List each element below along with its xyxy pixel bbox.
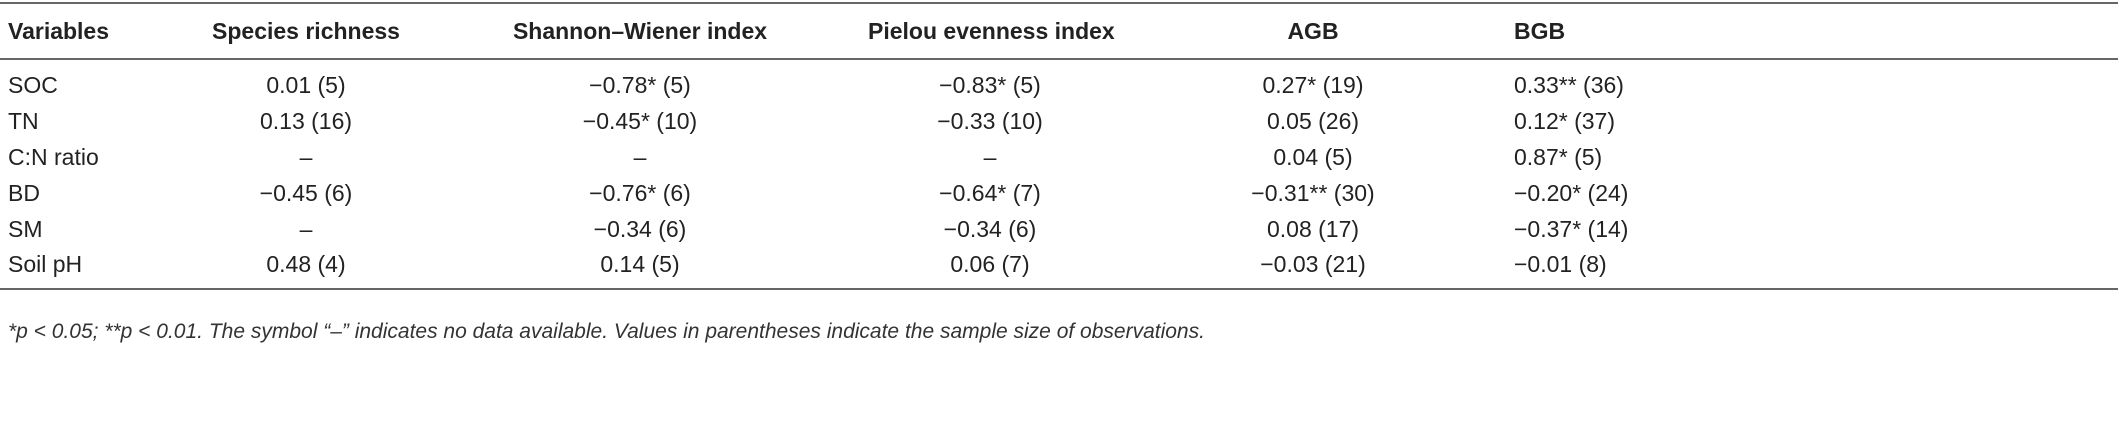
column-header: Pielou evenness index <box>868 17 1115 44</box>
table-row: SM – −0.34 (6) −0.34 (6) 0.08 (17) −0.37* (14… <box>0 211 2118 247</box>
data-table: Variables Species richness Shannon–Wiener … <box>0 2 2118 290</box>
table-cell: 0.06 (7) <box>950 251 1030 277</box>
table-cell: 0.05 (26) <box>1266 107 1360 134</box>
table-cell: −0.34 (6) <box>593 215 687 242</box>
footnote: *p < 0.05; **p < 0.01. The symbol “–” in… <box>8 320 1205 343</box>
table-cell: −0.31** (30) <box>1251 179 1375 206</box>
table-body: SOC 0.01 (5) −0.78* (5) −0.83* (5) 0.27* (19… <box>0 59 2118 289</box>
table-row: C:N ratio – – – 0.04 (5) 0.87* (5) <box>0 139 2118 175</box>
table-cell: −0.37* (14) <box>1514 215 1629 242</box>
table-cell: – <box>633 143 647 170</box>
table-cell: 0.33** (36) <box>1514 72 1624 98</box>
row-label: SM <box>8 215 43 242</box>
table-cell: −0.33 (10) <box>937 107 1043 134</box>
table-cell: – <box>299 215 313 242</box>
row-label: BD <box>8 179 40 206</box>
table-cell: 0.27* (19) <box>1262 72 1364 98</box>
table-cell: 0.13 (16) <box>259 107 353 134</box>
table-cell: −0.78* (5) <box>589 72 691 98</box>
table-row: BD −0.45 (6) −0.76* (6) −0.64* (7) −0.31** (… <box>0 175 2118 211</box>
row-label: TN <box>8 107 39 134</box>
table-cell: – <box>299 143 313 170</box>
table-cell: – <box>983 143 997 170</box>
column-header: BGB <box>1514 17 1566 44</box>
column-header: Shannon–Wiener index <box>512 17 768 44</box>
table-cell: −0.45* (10) <box>582 107 698 134</box>
row-label: SOC <box>8 72 58 98</box>
table-cell: −0.03 (21) <box>1260 251 1366 277</box>
column-header: Species richness <box>212 17 400 44</box>
table-cell: −0.01 (8) <box>1514 251 1607 277</box>
table-cell: −0.83* (5) <box>939 72 1041 98</box>
table-cell: 0.48 (4) <box>266 251 346 277</box>
table-cell: 0.87* (5) <box>1514 143 1603 170</box>
table-row: TN 0.13 (16) −0.45* (10) −0.33 (10) 0.05 (26… <box>0 103 2118 139</box>
header-row: Variables Species richness Shannon–Wiener … <box>0 3 2118 59</box>
table-cell: −0.45 (6) <box>259 179 353 206</box>
table-cell: −0.20* (24) <box>1514 179 1629 206</box>
table-cell: 0.08 (17) <box>1266 215 1360 242</box>
table-cell: −0.64* (7) <box>939 179 1041 206</box>
column-header: AGB <box>1287 17 1339 44</box>
table-cell: −0.76* (6) <box>589 179 691 206</box>
table-cell: 0.04 (5) <box>1273 143 1353 170</box>
table-cell: 0.01 (5) <box>266 72 346 98</box>
table-row: Soil pH 0.48 (4) 0.14 (5) 0.06 (7) −0.03 (21… <box>0 247 2118 289</box>
table-cell: 0.12* (37) <box>1514 107 1616 134</box>
row-label: Soil pH <box>8 251 83 277</box>
row-label: C:N ratio <box>8 143 99 170</box>
table-cell: 0.14 (5) <box>600 251 680 277</box>
table-row: SOC 0.01 (5) −0.78* (5) −0.83* (5) 0.27* (19… <box>0 59 2118 103</box>
table-cell: −0.34 (6) <box>943 215 1037 242</box>
column-header: Variables <box>8 17 110 44</box>
